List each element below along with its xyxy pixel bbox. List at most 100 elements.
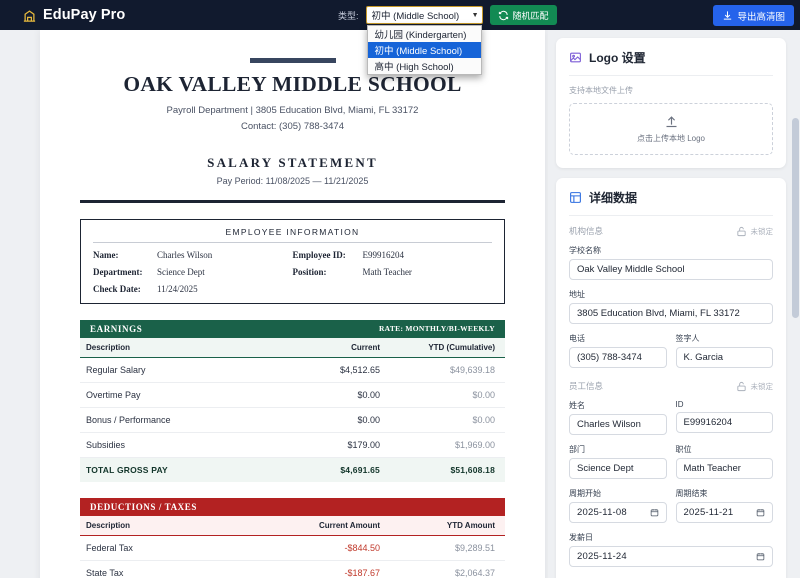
calendar-icon[interactable]: [756, 508, 765, 517]
employee-field-check-date: Check Date: 11/24/2025: [93, 284, 293, 294]
dropdown-option-high-school[interactable]: 高中 (High School): [374, 62, 454, 73]
sidebar-scrollbar[interactable]: [792, 118, 799, 318]
id-label: ID: [675, 400, 684, 409]
logo-upload-text: 点击上传本地 Logo: [636, 134, 706, 143]
row-ytd: $0.00: [472, 389, 495, 400]
data-card-title: 详细数据: [589, 191, 638, 205]
org-section-header: 机构信息 未锁定: [569, 225, 773, 237]
row-description: Bonus / Performance: [86, 414, 171, 425]
export-hd-image-button[interactable]: 导出高清图: [713, 5, 794, 26]
calendar-icon[interactable]: [756, 552, 765, 561]
column-header-description: Description: [86, 342, 131, 352]
phone-signer-row: 电话 (305) 788-3474 签字人 K. Garcia: [569, 333, 773, 368]
earnings-header: EARNINGS RATE: MONTHLY/BI-WEEKLY: [80, 319, 505, 338]
name-input[interactable]: Charles Wilson: [569, 414, 667, 435]
random-match-label: 随机匹配: [512, 10, 549, 21]
employee-section-label: 员工信息: [569, 381, 604, 391]
employee-section-header: 员工信息 未锁定: [569, 380, 773, 392]
pay-date-value: 2025-11-24: [577, 551, 627, 562]
earnings-title: EARNINGS: [90, 323, 143, 334]
table-row: Overtime Pay $0.00 $0.00: [80, 383, 505, 408]
export-hd-image-label: 导出高清图: [737, 11, 785, 23]
period-start-label: 周期开始: [569, 489, 601, 498]
row-description: Overtime Pay: [86, 389, 141, 400]
period-end-field-group: 周期结束 2025-11-21: [675, 488, 773, 523]
deductions-table: DEDUCTIONS / TAXES Description Current A…: [80, 497, 505, 578]
employee-lock-text: 未锁定: [750, 381, 774, 391]
position-label: 职位: [675, 445, 692, 454]
pay-period: Pay Period: 11/08/2025 — 11/21/2025: [216, 176, 369, 187]
org-section-label: 机构信息: [569, 226, 604, 236]
school-type-value: 初中 (Middle School): [371, 11, 460, 22]
column-header-current: Current: [351, 342, 380, 352]
field-label: Position:: [292, 266, 327, 277]
image-icon: [570, 52, 581, 63]
table-row: Subsidies $179.00 $1,969.00: [80, 433, 505, 458]
unlock-icon: [736, 226, 746, 236]
earnings-total-row: TOTAL GROSS PAY $4,691.65 $51,608.18: [80, 457, 505, 482]
payslip-document: OAK VALLEY MIDDLE SCHOOL Payroll Departm…: [40, 30, 545, 578]
period-start-value: 2025-11-08: [577, 507, 627, 518]
employee-lock-toggle[interactable]: 未锁定: [736, 381, 774, 392]
total-current: $4,691.65: [340, 464, 380, 475]
position-input[interactable]: Math Teacher: [675, 458, 773, 479]
earnings-rate: RATE: MONTHLY/BI-WEEKLY: [378, 324, 495, 334]
field-label: Check Date:: [93, 283, 141, 294]
brand-logo: EduPay Pro: [22, 7, 125, 23]
deductions-column-headers: Description Current Amount YTD Amount: [80, 515, 505, 536]
school-name-field-group: 学校名称 Oak Valley Middle School: [569, 245, 773, 280]
document-preview-area[interactable]: OAK VALLEY MIDDLE SCHOOL Payroll Departm…: [0, 30, 548, 578]
phone-input[interactable]: (305) 788-3474: [569, 347, 667, 368]
id-field-group: ID E99916204: [675, 400, 773, 435]
pay-date-input[interactable]: 2025-11-24: [569, 546, 773, 567]
column-header-ytd: YTD (Cumulative): [428, 342, 495, 352]
row-current: $4,512.65: [339, 364, 380, 375]
row-current: -$844.50: [344, 542, 380, 553]
employee-information-grid: Name: Charles Wilson Employee ID: E99916…: [93, 250, 492, 294]
row-description: Federal Tax: [86, 542, 133, 553]
field-value: Math Teacher: [362, 266, 412, 277]
department-label: 部门: [569, 445, 585, 454]
dept-position-row: 部门 Science Dept 职位 Math Teacher: [569, 444, 773, 479]
field-value: Science Dept: [157, 266, 205, 277]
calendar-icon[interactable]: [650, 508, 659, 517]
period-end-value: 2025-11-21: [683, 507, 734, 518]
statement-title: SALARY STATEMENT: [207, 155, 378, 171]
logo-settings-card: Logo 设置 支持本地文件上传 点击上传本地 Logo: [556, 38, 786, 168]
dropdown-option-middle-school[interactable]: 初中 (Middle School): [367, 42, 481, 58]
employee-field-position: Position: Math Teacher: [293, 267, 493, 277]
org-lock-toggle[interactable]: 未锁定: [736, 226, 773, 237]
signer-input[interactable]: K. Garcia: [675, 347, 773, 368]
divider: [80, 200, 505, 203]
employee-field-department: Department: Science Dept: [93, 267, 293, 277]
id-input[interactable]: E99916204: [675, 412, 773, 433]
settings-sidebar[interactable]: Logo 设置 支持本地文件上传 点击上传本地 Logo 详细数据 机构信息: [548, 30, 800, 578]
page-title: OAK VALLEY MIDDLE SCHOOL: [123, 72, 462, 96]
logo-card-header: Logo 设置: [569, 49, 773, 76]
department-input[interactable]: Science Dept: [569, 458, 667, 479]
school-type-dropdown[interactable]: 幼儿园 (Kindergarten) 初中 (Middle School) 高中…: [366, 25, 482, 75]
detailed-data-card: 详细数据 机构信息 未锁定 学校名称 Oak Valley Middle Sch…: [556, 178, 786, 578]
employee-field-name: Name: Charles Wilson: [93, 250, 293, 260]
row-description: Regular Salary: [86, 364, 146, 375]
table-row: Regular Salary $4,512.65 $49,639.18: [80, 358, 505, 383]
row-ytd: $49,639.18: [449, 364, 495, 375]
period-end-input[interactable]: 2025-11-21: [675, 502, 773, 523]
school-name-input[interactable]: Oak Valley Middle School: [569, 259, 773, 280]
logo-upload-dropzone[interactable]: 点击上传本地 Logo: [569, 103, 773, 155]
dropdown-option-kindergarten[interactable]: 幼儿园 (Kindergarten): [374, 30, 467, 41]
download-icon: [724, 11, 732, 20]
name-field-group: 姓名 Charles Wilson: [569, 400, 667, 435]
field-label: Employee ID:: [292, 249, 346, 260]
type-selector-group: 类型: 初中 (Middle School) ▼ 幼儿园 (Kindergart…: [338, 0, 557, 75]
random-match-button[interactable]: 随机匹配: [489, 5, 557, 25]
position-field-group: 职位 Math Teacher: [675, 444, 773, 479]
field-value: E99916204: [362, 249, 405, 260]
period-start-input[interactable]: 2025-11-08: [569, 502, 667, 523]
row-ytd: $2,064.37: [454, 567, 495, 578]
address-input[interactable]: 3805 Education Blvd, Miami, FL 33172: [569, 303, 773, 324]
pay-date-label: 发薪日: [569, 533, 593, 542]
upload-icon: [666, 116, 676, 128]
school-type-select[interactable]: 初中 (Middle School) ▼: [365, 6, 483, 24]
